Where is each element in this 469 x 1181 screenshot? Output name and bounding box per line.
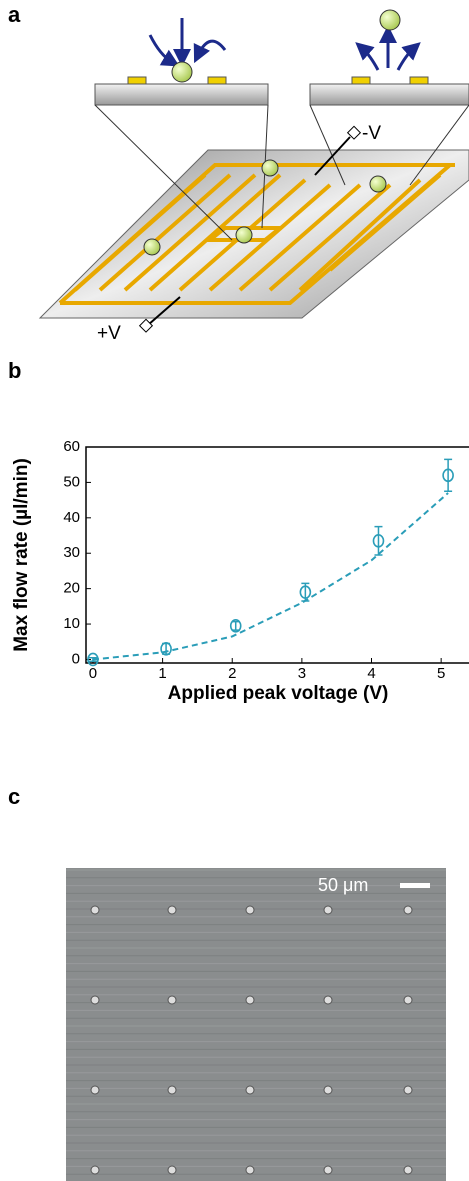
x-tick-label: 2 [228, 665, 236, 682]
panel-label: b [8, 358, 21, 383]
pore [245, 1165, 255, 1175]
x-axis-label: Applied peak voltage (V) [168, 683, 389, 704]
pore [90, 995, 100, 1005]
pore [403, 1085, 413, 1095]
error-bar [231, 620, 240, 631]
pore [323, 995, 333, 1005]
pore [323, 1085, 333, 1095]
x-tick-label: 3 [298, 665, 306, 682]
electrode-diagram: -V +V [38, 9, 469, 344]
scale-label: 50 μm [318, 875, 368, 895]
pore [167, 995, 177, 1005]
pore [323, 905, 333, 915]
panel-label: a [8, 2, 21, 27]
pore [167, 1165, 177, 1175]
plot-frame [85, 446, 469, 664]
pore [403, 1165, 413, 1175]
voltage-label: +V [97, 323, 121, 344]
panel-label: c [8, 784, 20, 809]
chart: Applied peak voltage (V) Max flow rate (… [11, 438, 469, 704]
x-tick-label: 0 [89, 665, 97, 682]
pore [323, 1165, 333, 1175]
data-point [87, 652, 99, 667]
scale-bar [400, 883, 430, 888]
pore [403, 995, 413, 1005]
pore [245, 905, 255, 915]
pore [90, 905, 100, 915]
pore [167, 905, 177, 915]
pore [167, 1085, 177, 1095]
pore [90, 1085, 100, 1095]
y-tick-label: 0 [72, 650, 80, 667]
y-tick-label: 10 [63, 615, 80, 632]
data-point [229, 619, 242, 633]
y-tick-label: 40 [63, 509, 80, 526]
pore [245, 1085, 255, 1095]
data-point [372, 534, 385, 548]
x-tick-label: 1 [158, 665, 166, 682]
data-point [442, 468, 454, 483]
pore [245, 995, 255, 1005]
micrograph: 50 μm [66, 868, 446, 1181]
fit-line [92, 492, 449, 661]
data-point [160, 642, 172, 656]
x-tick-label: 4 [367, 665, 375, 682]
y-axis-label: Max flow rate (µl/min) [11, 458, 32, 652]
voltage-label: -V [362, 123, 381, 144]
pore [90, 1165, 100, 1175]
y-tick-label: 30 [63, 544, 80, 561]
error-bar [88, 656, 97, 662]
data-point [299, 585, 312, 599]
error-bar [374, 525, 383, 556]
y-tick-label: 60 [63, 438, 80, 455]
y-tick-label: 20 [63, 580, 80, 597]
error-bar [444, 458, 453, 493]
pore [403, 905, 413, 915]
y-tick-label: 50 [63, 473, 80, 490]
x-tick-label: 5 [437, 665, 445, 682]
